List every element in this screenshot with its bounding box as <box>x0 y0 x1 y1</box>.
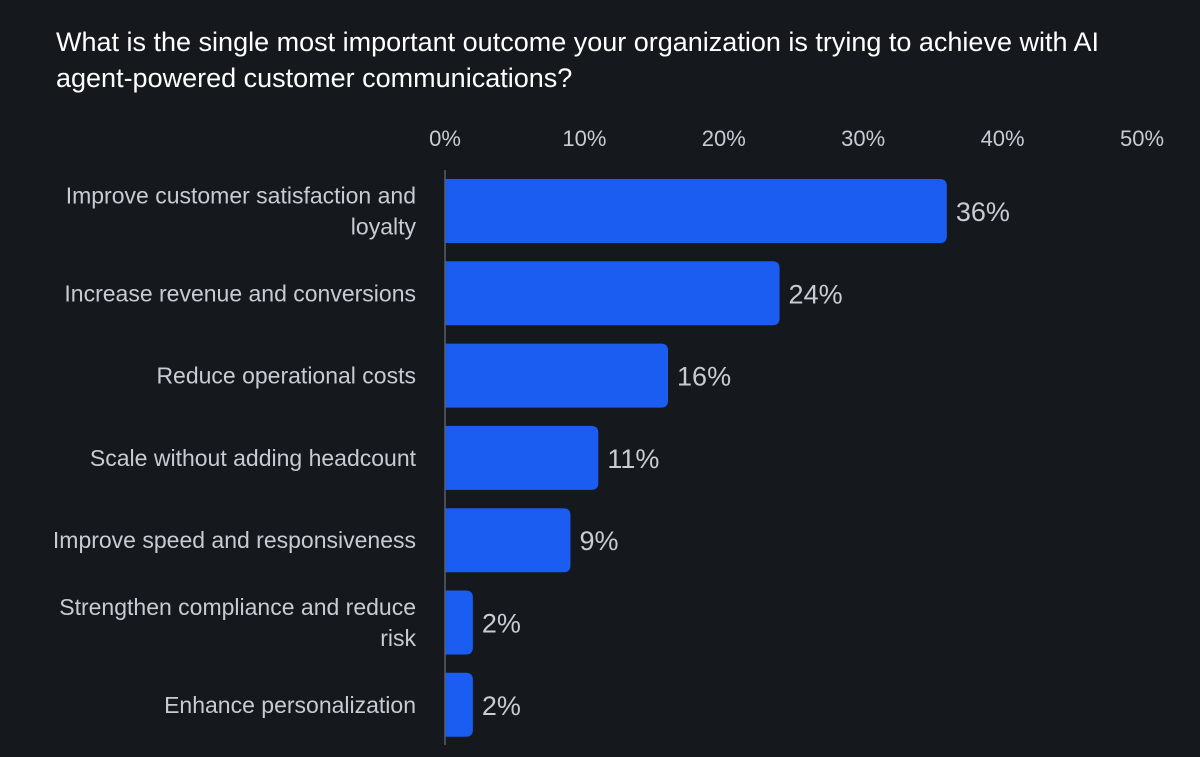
category-labels: Improve customer satisfaction and loyalty… <box>53 183 417 718</box>
bars <box>445 179 947 737</box>
category-label: Strengthen compliance and reduce risk <box>59 594 416 651</box>
value-label: 24% <box>789 279 843 309</box>
value-label: 36% <box>956 197 1010 227</box>
x-tick-label: 0% <box>429 126 461 151</box>
bar <box>445 179 947 243</box>
x-tick-label: 30% <box>841 126 885 151</box>
category-label-line: Improve speed and responsiveness <box>53 527 416 553</box>
category-label-line: Reduce operational costs <box>156 363 416 389</box>
category-label-line: Strengthen compliance and reduce <box>59 594 416 620</box>
category-label-line: loyalty <box>351 214 417 240</box>
category-label-line: Scale without adding headcount <box>90 445 417 471</box>
bar <box>445 425 599 490</box>
value-label: 16% <box>677 362 731 392</box>
x-tick-label: 40% <box>981 126 1025 151</box>
value-label: 2% <box>482 691 521 721</box>
bar <box>445 590 473 655</box>
category-label: Improve customer satisfaction and loyalty <box>66 183 417 240</box>
category-label-line: Enhance personalization <box>164 692 416 718</box>
bar <box>445 261 780 326</box>
category-label: Increase revenue and conversions <box>64 280 416 306</box>
x-tick-label: 50% <box>1120 126 1164 151</box>
bar <box>445 508 571 573</box>
chart-title: What is the single most important outcom… <box>56 27 1099 93</box>
category-label-line: Improve customer satisfaction and <box>66 183 416 209</box>
category-label: Enhance personalization <box>164 692 416 718</box>
value-label: 2% <box>482 609 521 639</box>
x-axis-ticks: 0% 10% 20% 30% 40% 50% <box>429 126 1164 151</box>
bar <box>445 672 473 737</box>
category-label-line: Increase revenue and conversions <box>64 280 416 306</box>
x-tick-label: 10% <box>562 126 606 151</box>
category-label-line: risk <box>380 625 416 651</box>
category-label: Improve speed and responsiveness <box>53 527 416 553</box>
bar <box>445 343 669 408</box>
category-label: Reduce operational costs <box>156 363 416 389</box>
value-labels: 36% 24% 16% 11% 9% 2% 2% <box>482 197 1010 721</box>
category-label: Scale without adding headcount <box>90 445 417 471</box>
x-tick-label: 20% <box>702 126 746 151</box>
value-label: 11% <box>607 444 659 474</box>
value-label: 9% <box>579 526 618 556</box>
